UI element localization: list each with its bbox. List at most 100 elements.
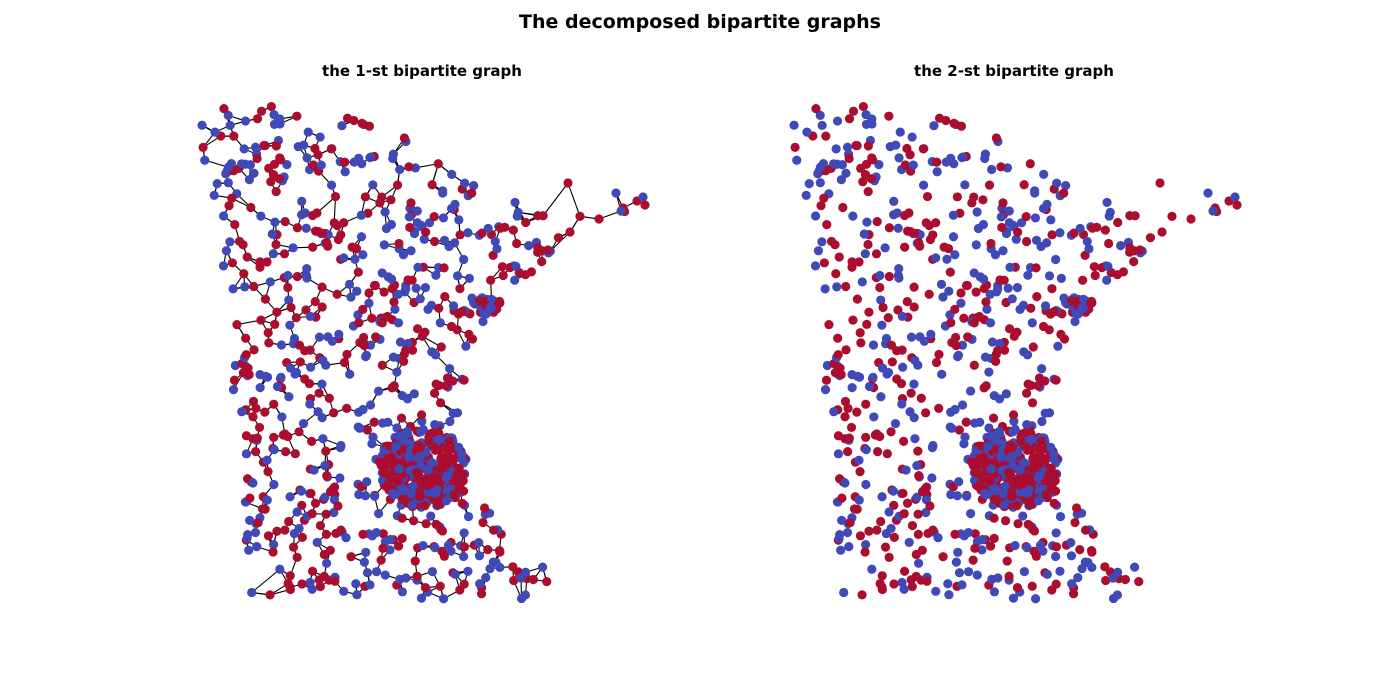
graph-node (276, 155, 286, 165)
graph-node (308, 160, 318, 170)
graph-node (948, 232, 959, 242)
graph-node (1055, 566, 1065, 576)
graph-node (861, 399, 871, 409)
graph-node (875, 578, 885, 589)
graph-node (221, 246, 232, 256)
graph-node (253, 518, 263, 528)
graph-node (322, 237, 332, 247)
graph-node (459, 528, 469, 538)
graph-node (984, 367, 994, 377)
graph-node (459, 542, 470, 552)
graph-node (307, 436, 317, 446)
graph-node (931, 253, 941, 263)
graph-node (376, 555, 386, 565)
graph-node (857, 590, 867, 600)
graph-node (1051, 375, 1061, 385)
graph-node (357, 118, 367, 129)
graph-node (863, 141, 873, 151)
graph-node (301, 223, 311, 233)
graph-node (306, 362, 316, 372)
graph-node (1125, 243, 1135, 253)
graph-node (963, 332, 973, 342)
graph-node (485, 564, 495, 574)
graph-node (401, 573, 411, 583)
graph-node (909, 379, 919, 389)
graph-node (269, 399, 279, 409)
graph-node (441, 496, 451, 506)
graph-node (292, 223, 303, 233)
graph-node (427, 347, 437, 357)
graph-node (271, 186, 281, 197)
graph-node (1112, 567, 1123, 577)
graph-node (1006, 470, 1016, 480)
graph-node (988, 413, 999, 423)
graph-node (270, 217, 280, 227)
graph-node (919, 336, 929, 346)
graph-node (375, 198, 385, 208)
graph-node (969, 318, 979, 328)
graph-node (512, 238, 522, 249)
graph-node (303, 127, 313, 137)
graph-node (957, 580, 967, 590)
graph-node (970, 543, 980, 553)
graph-node (262, 257, 272, 267)
graph-node (910, 355, 920, 365)
graph-node (288, 243, 298, 253)
graph-node (951, 557, 961, 567)
graph-node (292, 507, 302, 517)
graph-node (443, 540, 454, 550)
graph-node (444, 241, 454, 252)
graph-node (1040, 301, 1051, 311)
graph-node (238, 368, 248, 378)
graph-node (224, 201, 234, 211)
graph-node (382, 311, 393, 322)
graph-node (305, 311, 315, 321)
graph-node (386, 219, 397, 230)
graph-node (1078, 303, 1088, 313)
graph-node (358, 332, 369, 343)
graph-node (972, 207, 982, 217)
graph-node (1022, 388, 1032, 398)
graph-node (985, 474, 995, 485)
graph-node (954, 425, 964, 435)
graph-node (961, 417, 971, 427)
graph-node (1044, 271, 1055, 281)
graph-node (397, 391, 407, 401)
graph-node (845, 518, 855, 528)
graph-node (509, 575, 519, 586)
graph-node (908, 160, 918, 170)
graph-node (435, 398, 446, 408)
graph-node (1018, 511, 1028, 521)
graph-node (913, 529, 923, 539)
graph-node (263, 467, 273, 477)
graph-node (929, 121, 939, 131)
graph-node (884, 271, 894, 282)
graph-node (1027, 398, 1038, 408)
graph-node (1046, 442, 1056, 452)
graph-node (1116, 241, 1126, 251)
graph-node (980, 488, 990, 499)
graph-node (272, 381, 283, 392)
graph-node (229, 131, 239, 141)
graph-node (888, 486, 898, 496)
graph-node (968, 555, 978, 565)
graph-node (1019, 566, 1029, 577)
graph-node (833, 449, 844, 459)
graph-node (894, 273, 904, 283)
graph-node (292, 271, 302, 282)
graph-node (848, 211, 858, 221)
graph-node (1157, 227, 1167, 237)
graph-node (241, 431, 252, 441)
graph-node (377, 360, 387, 370)
graph-node (897, 311, 907, 321)
graph-node (834, 252, 844, 262)
graph-node (272, 526, 282, 536)
graph-node (350, 254, 360, 264)
graph-node (314, 388, 324, 398)
graph-node (978, 219, 989, 230)
graph-node (249, 281, 259, 292)
graph-node (281, 447, 291, 457)
graph-node (899, 436, 909, 446)
graph-node (282, 160, 292, 170)
